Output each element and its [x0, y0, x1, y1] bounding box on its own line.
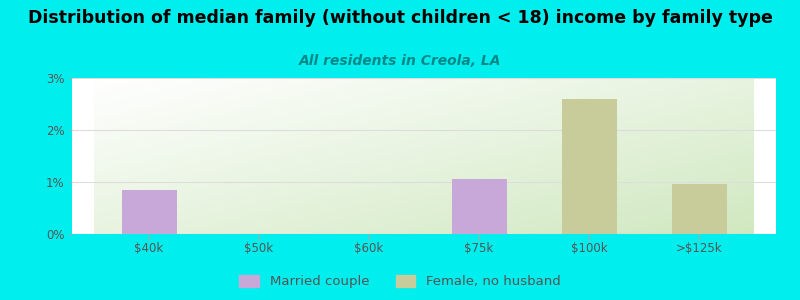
- Bar: [122, 190, 177, 234]
- Legend: Married couple, Female, no husband: Married couple, Female, no husband: [234, 269, 566, 293]
- Bar: [562, 99, 617, 234]
- Text: Distribution of median family (without children < 18) income by family type: Distribution of median family (without c…: [27, 9, 773, 27]
- Bar: [451, 179, 506, 234]
- Bar: [671, 184, 726, 234]
- Text: All residents in Creola, LA: All residents in Creola, LA: [298, 54, 502, 68]
